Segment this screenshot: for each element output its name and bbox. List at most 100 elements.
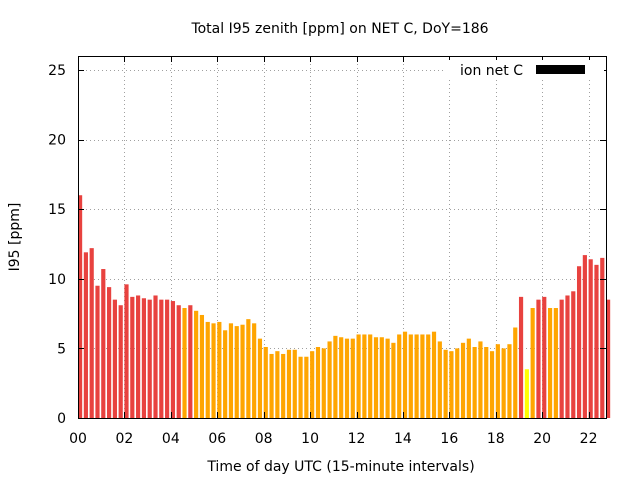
bar — [257, 338, 263, 418]
bar — [269, 353, 274, 418]
bar — [333, 335, 338, 418]
bar — [310, 351, 315, 418]
legend: ion net C — [446, 60, 604, 80]
bar — [559, 299, 564, 418]
bar — [437, 341, 442, 418]
bar — [588, 259, 593, 418]
x-axis-label: Time of day UTC (15-minute intervals) — [206, 459, 474, 475]
bar — [199, 314, 205, 418]
bar — [391, 342, 396, 418]
y-tick-label: 20 — [48, 133, 66, 149]
bar — [170, 301, 176, 418]
bar — [507, 344, 512, 418]
bar — [240, 324, 245, 418]
x-tick-label: 18 — [487, 431, 505, 447]
bar — [420, 334, 425, 418]
bar — [501, 348, 506, 418]
plot-frame — [78, 56, 607, 419]
bar — [513, 327, 518, 418]
bar — [95, 285, 100, 418]
bar — [252, 323, 257, 418]
bar — [211, 323, 216, 418]
bar — [228, 323, 234, 418]
bar — [350, 338, 355, 418]
bar — [368, 334, 373, 418]
bar — [153, 295, 158, 418]
bar — [141, 298, 147, 418]
bar — [246, 319, 251, 418]
bar — [217, 321, 222, 418]
bar — [455, 348, 460, 418]
bar — [606, 299, 611, 418]
bar — [426, 334, 431, 418]
bar — [188, 305, 193, 418]
x-tick-label: 22 — [580, 431, 598, 447]
bar — [576, 266, 582, 418]
bar — [339, 337, 344, 418]
bar — [234, 326, 239, 418]
bar — [83, 252, 88, 418]
y-axis-label: I95 [ppm] — [7, 203, 23, 272]
x-tick-label: 14 — [394, 431, 412, 447]
bar — [449, 351, 454, 418]
bar — [466, 338, 471, 418]
bar — [304, 356, 309, 418]
bar — [600, 257, 605, 418]
chart-title: Total I95 zenith [ppm] on NET C, DoY=186 — [190, 21, 488, 37]
x-tick-label: 20 — [533, 431, 551, 447]
bar — [484, 346, 489, 418]
bar — [275, 351, 280, 418]
bar — [379, 337, 384, 418]
bar — [356, 334, 361, 418]
bar — [530, 308, 535, 418]
bar — [321, 348, 326, 418]
bar — [582, 255, 587, 418]
bar — [571, 291, 576, 418]
bar — [315, 346, 321, 418]
bars — [78, 195, 611, 418]
bar — [443, 349, 448, 418]
x-tick-label: 04 — [162, 431, 180, 447]
bar — [176, 305, 181, 418]
bar — [362, 334, 367, 418]
bar — [402, 331, 408, 418]
bar — [298, 356, 303, 418]
bar — [524, 369, 529, 418]
bar — [542, 296, 547, 418]
x-tick-labels: 00 02 04 06 08 10 12 14 16 18 20 22 — [69, 431, 597, 447]
bar — [89, 248, 94, 418]
bar — [460, 342, 466, 418]
x-tick-label: 06 — [208, 431, 226, 447]
bar — [78, 195, 83, 418]
x-tick-label: 10 — [301, 431, 319, 447]
bar — [159, 299, 164, 418]
bar — [223, 330, 228, 418]
bar — [414, 334, 419, 418]
bar — [385, 338, 390, 418]
bar — [547, 308, 553, 418]
bar — [124, 284, 129, 418]
bar — [344, 338, 350, 418]
bar — [565, 295, 570, 418]
bar — [478, 341, 483, 418]
bar — [327, 341, 332, 418]
bar — [107, 287, 112, 418]
x-tick-label: 16 — [440, 431, 458, 447]
bar — [292, 349, 297, 418]
bar — [431, 331, 437, 418]
bar — [194, 310, 199, 418]
bar — [101, 269, 106, 418]
bar — [489, 351, 495, 418]
x-tick-label: 08 — [255, 431, 273, 447]
bar — [130, 296, 135, 418]
y-tick-label: 0 — [57, 411, 66, 427]
legend-label: ion net C — [460, 63, 523, 79]
bar — [205, 321, 210, 418]
bar — [594, 264, 599, 418]
bar — [136, 295, 141, 418]
bar — [182, 308, 187, 418]
legend-swatch — [536, 65, 585, 74]
x-tick-label: 02 — [116, 431, 134, 447]
bar — [165, 299, 170, 418]
